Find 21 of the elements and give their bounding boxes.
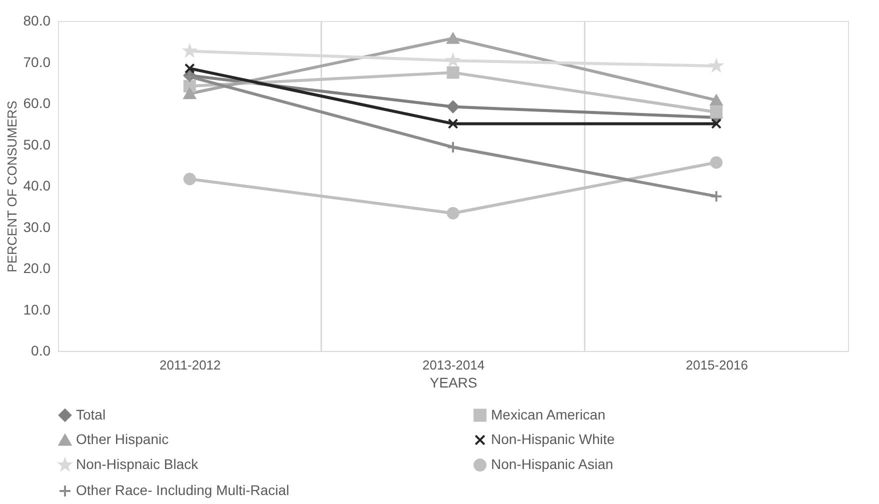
x-tick-label: 2011-2012 — [160, 358, 221, 372]
legend-label: Non-Hispanic Asian — [491, 456, 614, 472]
x-axis-title: YEARS — [430, 374, 478, 390]
y-tick-label: 70.0 — [23, 54, 51, 70]
x-tick-label: 2015-2016 — [686, 358, 748, 372]
y-tick-label: 50.0 — [23, 136, 51, 152]
y-axis-title: PERCENT OF CONSUMERS — [4, 100, 20, 272]
y-tick-label: 20.0 — [23, 260, 51, 276]
x-tick-label: 2013-2014 — [422, 358, 485, 372]
legend-label: Non-Hispanic White — [491, 431, 615, 447]
legend-label: Other Race- Including Multi-Racial — [76, 482, 290, 498]
legend-label: Non-Hispnaic Black — [76, 456, 200, 472]
legend-label: Mexican American — [491, 406, 606, 422]
y-tick-label: 60.0 — [23, 95, 51, 111]
y-tick-label: 80.0 — [23, 12, 51, 28]
legend-label: Other Hispanic — [76, 431, 169, 447]
y-tick-label: 30.0 — [23, 218, 51, 235]
y-tick-label: 0.0 — [31, 342, 51, 358]
y-tick-label: 40.0 — [23, 178, 51, 194]
legend-label: Total — [76, 406, 106, 422]
y-tick-label: 10.0 — [23, 301, 51, 318]
